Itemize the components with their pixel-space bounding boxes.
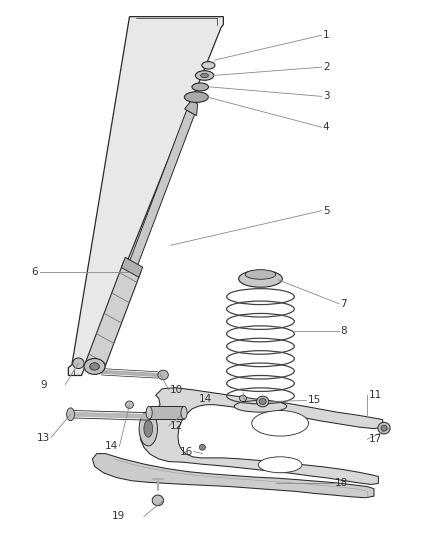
Ellipse shape [139, 411, 157, 446]
Text: 14: 14 [104, 441, 118, 451]
Ellipse shape [158, 370, 168, 379]
Ellipse shape [73, 358, 84, 368]
Ellipse shape [257, 396, 269, 407]
Ellipse shape [152, 495, 163, 506]
Text: 9: 9 [40, 379, 46, 390]
Polygon shape [141, 387, 383, 484]
Polygon shape [127, 110, 194, 272]
Ellipse shape [252, 410, 308, 436]
Text: 6: 6 [31, 267, 38, 277]
Text: 10: 10 [170, 385, 183, 395]
Text: 1: 1 [323, 30, 329, 41]
Text: 12: 12 [170, 421, 184, 431]
Text: 11: 11 [369, 390, 382, 400]
Text: 16: 16 [180, 447, 193, 456]
Polygon shape [149, 406, 184, 419]
Ellipse shape [144, 420, 152, 437]
Ellipse shape [378, 422, 390, 434]
Text: 15: 15 [307, 395, 321, 406]
Text: 3: 3 [323, 91, 329, 101]
Text: 8: 8 [340, 326, 347, 336]
Text: 5: 5 [323, 206, 329, 216]
Text: 2: 2 [323, 62, 329, 72]
Text: 7: 7 [340, 298, 347, 309]
Polygon shape [86, 262, 141, 372]
Ellipse shape [84, 359, 105, 374]
Ellipse shape [195, 71, 214, 80]
Ellipse shape [239, 270, 283, 287]
Ellipse shape [181, 406, 187, 419]
Ellipse shape [201, 74, 208, 78]
Ellipse shape [90, 363, 99, 370]
Ellipse shape [245, 270, 276, 279]
Ellipse shape [146, 406, 152, 419]
Ellipse shape [202, 62, 215, 69]
Ellipse shape [240, 395, 247, 401]
Polygon shape [185, 100, 198, 116]
Ellipse shape [199, 445, 205, 450]
Ellipse shape [126, 401, 134, 408]
Polygon shape [68, 17, 223, 375]
Text: 17: 17 [369, 434, 382, 445]
Ellipse shape [67, 408, 74, 421]
Text: 14: 14 [199, 394, 212, 405]
Ellipse shape [184, 92, 208, 102]
Text: 19: 19 [112, 511, 125, 521]
Text: 13: 13 [36, 433, 49, 443]
Text: 18: 18 [335, 479, 348, 488]
Ellipse shape [192, 83, 208, 91]
Text: 4: 4 [323, 122, 329, 132]
Polygon shape [92, 454, 374, 498]
Ellipse shape [258, 457, 302, 473]
Ellipse shape [234, 400, 287, 412]
Ellipse shape [381, 425, 387, 431]
Polygon shape [121, 257, 143, 277]
Ellipse shape [259, 399, 266, 405]
